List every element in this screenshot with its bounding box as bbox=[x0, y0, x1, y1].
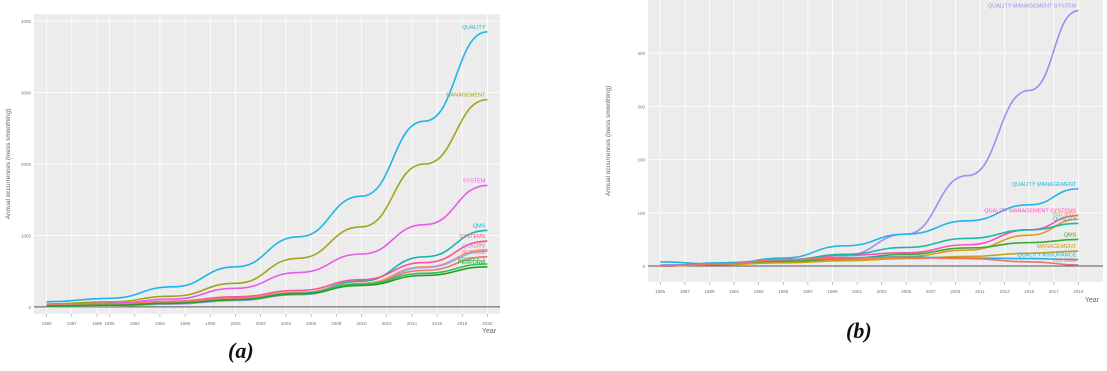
x-tick-label: 2000 bbox=[231, 321, 242, 326]
x-tick-label: 1998 bbox=[205, 321, 216, 326]
series-end-label: QUALITY MANAGEMENT bbox=[1012, 182, 1077, 188]
x-tick-label: 2001 bbox=[852, 289, 863, 294]
x-tick-label: 1994 bbox=[155, 321, 166, 326]
x-tick-label: 1997 bbox=[803, 289, 814, 294]
x-tick-label: 1995 bbox=[778, 289, 789, 294]
series-end-label: QUALITY MANAGEMENT SYSTEMS bbox=[984, 208, 1076, 214]
y-tick-label: 400 bbox=[637, 51, 645, 56]
x-tick-label: 1996 bbox=[180, 321, 191, 326]
x-tick-label: 1987 bbox=[680, 289, 691, 294]
y-tick-label: 2000 bbox=[21, 162, 32, 167]
x-tick-label: 2015 bbox=[1024, 289, 1035, 294]
caption-a: (a) bbox=[228, 338, 254, 363]
x-tick-label: 2006 bbox=[306, 321, 317, 326]
chart-a-panel: 0 1000 2000 3000 4000 1985 1987 1989 1990 1992 199… bbox=[0, 0, 520, 335]
x-tick-label: 2007 bbox=[926, 289, 937, 294]
x-axis-label: Year bbox=[482, 328, 497, 335]
caption-b: (b) bbox=[846, 318, 872, 343]
x-tick-label: 2010 bbox=[356, 321, 367, 326]
x-tick-label: 2020 bbox=[482, 321, 493, 326]
series-end-label: QMS bbox=[1064, 232, 1077, 238]
series-end-label: QMS bbox=[473, 223, 486, 229]
x-tick-label: 1989 bbox=[704, 289, 715, 294]
y-tick-label: 100 bbox=[637, 211, 645, 216]
x-tick-label: 2012 bbox=[382, 321, 393, 326]
x-tick-label: 1993 bbox=[754, 289, 765, 294]
y-axis-label: Annual occurrences (loess smoothing) bbox=[605, 86, 612, 197]
x-tick-label: 2004 bbox=[281, 321, 292, 326]
x-tick-label: 2016 bbox=[432, 321, 443, 326]
x-tick-label: 2017 bbox=[1049, 289, 1060, 294]
x-tick-label: 2013 bbox=[1000, 289, 1011, 294]
x-tick-label: 1989 bbox=[92, 321, 103, 326]
series-line bbox=[46, 98, 488, 305]
x-tick-label: 2002 bbox=[256, 321, 267, 326]
series-line bbox=[660, 256, 1079, 267]
series-end-label: MANAGEMENT bbox=[1037, 244, 1077, 250]
y-tick-label: 3000 bbox=[21, 91, 32, 96]
x-tick-label: 1999 bbox=[827, 289, 838, 294]
chart-a: 0 1000 2000 3000 4000 1985 1987 1989 1990 1992 199… bbox=[5, 14, 500, 335]
x-tick-label: 1991 bbox=[729, 289, 740, 294]
series-line bbox=[46, 256, 488, 306]
x-tick-label: 2009 bbox=[950, 289, 961, 294]
x-tick-label: 2019 bbox=[1073, 289, 1084, 294]
x-tick-label: 2003 bbox=[877, 289, 888, 294]
x-tick-label: 2014 bbox=[407, 321, 418, 326]
series-end-label: SERVICE bbox=[461, 250, 485, 256]
chart-b: 0 100 200 300 400 1985 1987 1989 1991 1993 1995 199… bbox=[605, 0, 1103, 304]
x-tick-label: 1985 bbox=[655, 289, 666, 294]
y-tick-label: 0 bbox=[28, 305, 31, 310]
x-tick-label: 2005 bbox=[901, 289, 912, 294]
series-end-label: PERFORM bbox=[458, 260, 486, 266]
series-end-label: PRODUCT bbox=[458, 257, 486, 263]
series-end-label: QUALITY MANAGEMENT SYSTEM bbox=[988, 4, 1077, 10]
y-tick-label: 1000 bbox=[21, 233, 32, 238]
series-end-label: ISO bbox=[476, 243, 486, 249]
series-end-label: QUALITY bbox=[462, 244, 486, 250]
y-tick-label: 300 bbox=[637, 104, 645, 109]
x-tick-label: 2011 bbox=[975, 289, 985, 294]
series-end-label: QUALITY ASSURANCE bbox=[1018, 253, 1077, 259]
series-line bbox=[46, 31, 488, 303]
series-end-label: QUALITY bbox=[1053, 216, 1077, 222]
y-axis-label: Annual occurrences (loess smoothing) bbox=[5, 109, 12, 220]
series-end-label: SYSTEMS bbox=[459, 234, 486, 240]
y-tick-label: 4000 bbox=[21, 19, 32, 24]
chart-b-panel: 0 100 200 300 400 1985 1987 1989 1991 1993 1995 199… bbox=[593, 0, 1107, 305]
series-end-label: ISO 9001 bbox=[1053, 212, 1076, 218]
series-end-label: SYSTEM bbox=[463, 178, 486, 184]
series-end-label: QUALITY bbox=[462, 25, 486, 31]
x-tick-label: 2008 bbox=[331, 321, 342, 326]
x-tick-label: 1985 bbox=[42, 321, 53, 326]
series-end-label: ISO 9000 bbox=[1053, 258, 1076, 264]
x-axis-label: Year bbox=[1085, 297, 1100, 304]
series-line bbox=[46, 184, 488, 306]
y-tick-label: 0 bbox=[642, 264, 645, 269]
x-tick-label: 1990 bbox=[105, 321, 116, 326]
x-tick-label: 1992 bbox=[130, 321, 141, 326]
y-tick-label: 200 bbox=[637, 158, 645, 163]
x-tick-label: 2018 bbox=[457, 321, 468, 326]
series-end-label: MANAGEMENT bbox=[446, 93, 486, 99]
series-line bbox=[46, 266, 488, 307]
x-tick-label: 1987 bbox=[67, 321, 78, 326]
